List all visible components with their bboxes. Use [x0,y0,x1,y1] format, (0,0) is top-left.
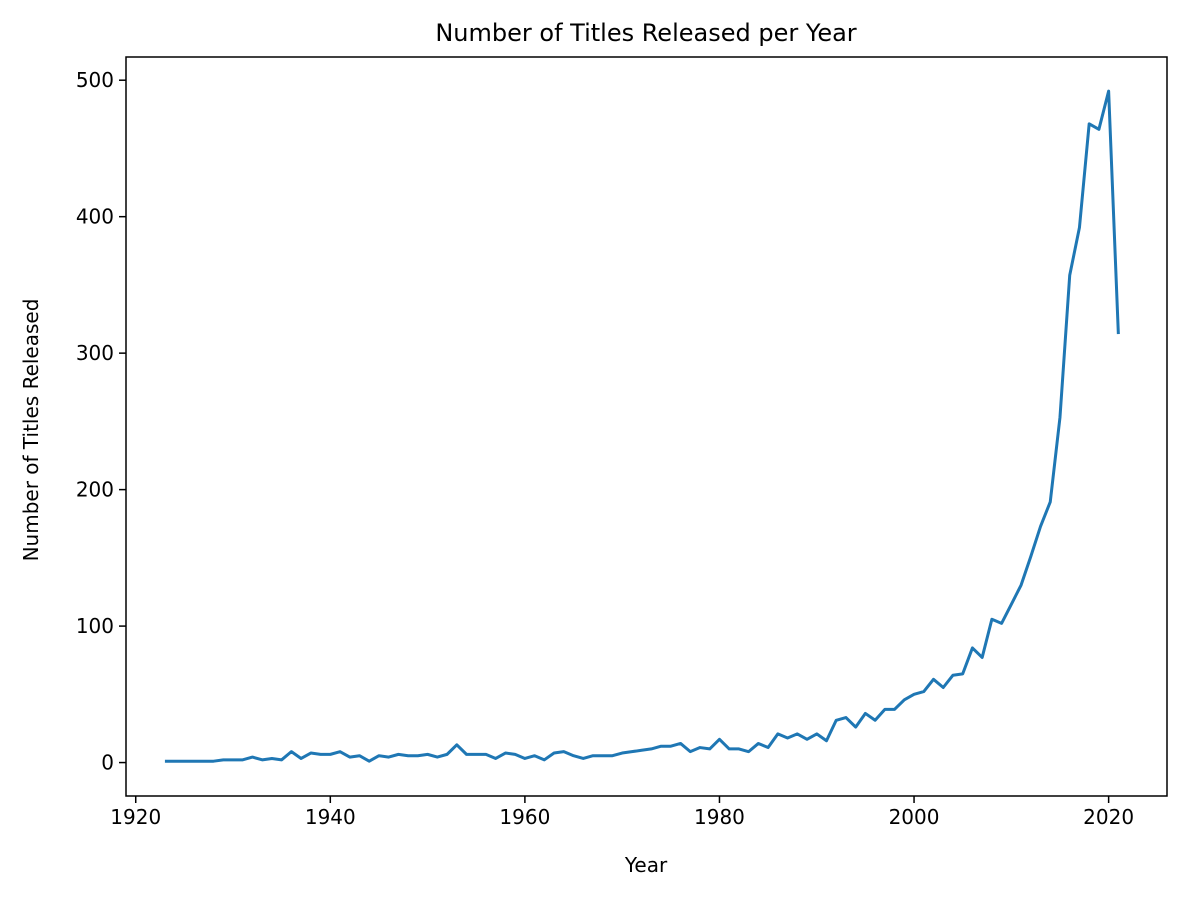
x-tick-label: 1960 [499,805,550,829]
y-tick-label: 100 [76,614,114,638]
y-tick-label: 300 [76,341,114,365]
chart-title: Number of Titles Released per Year [435,19,856,47]
plot-area [164,89,1120,763]
x-tick-label: 1920 [110,805,161,829]
x-tick-label: 2000 [889,805,940,829]
x-tick-label: 1940 [305,805,356,829]
y-tick-label: 400 [76,205,114,229]
y-axis-label: Number of Titles Released [19,299,43,562]
x-tick-label: 2020 [1083,805,1134,829]
y-axis: 0 100 200 300 400 500 [76,68,126,775]
x-axis: 1920 1940 1960 1980 2000 2020 [110,796,1134,829]
x-axis-label: Year [624,853,668,877]
plot-frame [125,56,1168,797]
series-line [164,89,1120,763]
y-tick-label: 500 [76,68,114,92]
y-tick-label: 0 [101,751,114,775]
y-tick-label: 200 [76,478,114,502]
x-tick-label: 1980 [694,805,745,829]
